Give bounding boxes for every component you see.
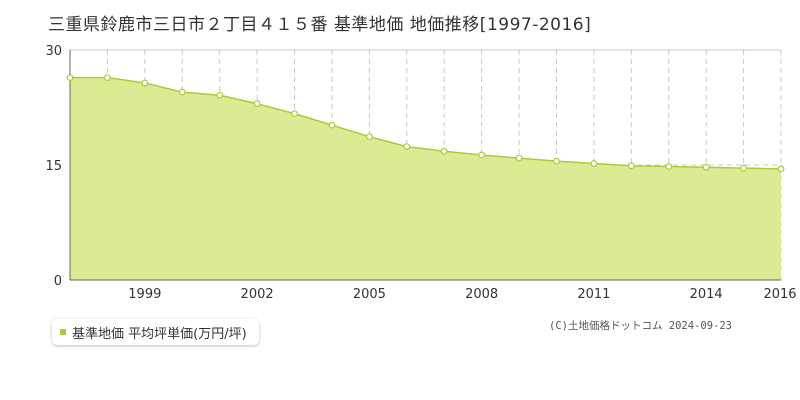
data-point[interactable] xyxy=(665,163,673,170)
x-tick-label: 2014 xyxy=(690,287,723,302)
data-point[interactable] xyxy=(478,151,486,159)
data-point[interactable] xyxy=(141,79,149,87)
series-line xyxy=(70,76,782,170)
axes xyxy=(69,50,781,281)
data-point[interactable] xyxy=(328,121,336,129)
area-fill xyxy=(70,77,781,280)
x-tick-label: 2002 xyxy=(241,287,274,302)
y-tick-label: 0 xyxy=(54,274,62,289)
data-point[interactable] xyxy=(740,164,747,172)
data-point[interactable] xyxy=(66,74,74,81)
data-point[interactable] xyxy=(440,147,448,155)
legend[interactable]: 基準地価 平均坪単価(万円/坪) xyxy=(52,319,259,345)
copyright-text: (C)土地価格ドットコム 2024-09-23 xyxy=(549,320,733,332)
x-tick-label: 1999 xyxy=(128,287,161,302)
x-tick-label: 2011 xyxy=(577,287,610,302)
x-tick-label: 2008 xyxy=(465,287,498,302)
data-point[interactable] xyxy=(178,88,186,96)
data-point[interactable] xyxy=(216,91,224,99)
data-point[interactable] xyxy=(590,160,598,167)
tick-labels: 30 15 0 1999 2002 2005 2008 2011 2014 2016 xyxy=(45,44,796,302)
data-point[interactable] xyxy=(702,163,710,171)
data-point[interactable] xyxy=(553,157,560,165)
data-point[interactable] xyxy=(515,154,523,162)
area-layer xyxy=(70,76,782,280)
points-layer xyxy=(66,74,785,173)
data-point[interactable] xyxy=(365,133,373,141)
legend-label: 基準地価 平均坪単価(万円/坪) xyxy=(72,326,247,342)
y-tick-label: 15 xyxy=(45,159,62,174)
data-point[interactable] xyxy=(627,162,635,170)
data-point[interactable] xyxy=(253,100,261,108)
data-point[interactable] xyxy=(403,143,411,151)
legend-swatch-icon xyxy=(60,329,66,335)
chart-title: 三重県鈴鹿市三日市２丁目４１５番 基準地価 地価推移[1997-2016] xyxy=(48,15,592,35)
data-point[interactable] xyxy=(777,165,785,173)
x-tick-label: 2016 xyxy=(763,287,796,302)
data-point[interactable] xyxy=(104,74,111,81)
x-tick-label: 2005 xyxy=(353,287,386,302)
data-point[interactable] xyxy=(291,110,298,118)
y-tick-label: 30 xyxy=(45,44,62,59)
